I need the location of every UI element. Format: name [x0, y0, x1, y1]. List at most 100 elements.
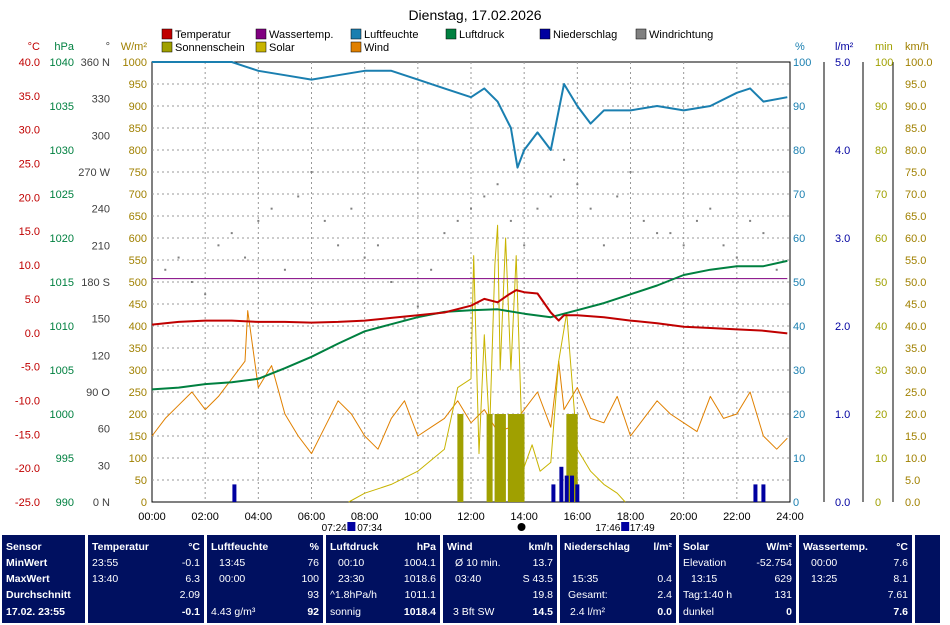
y-tick-label: 800 [129, 145, 147, 157]
y-tick-label: 25.0 [19, 159, 40, 171]
wind-direction-point [190, 281, 193, 283]
wind-direction-point [283, 268, 286, 271]
y-tick-label: 700 [129, 189, 147, 201]
y-tick-label: 250 [129, 387, 147, 399]
precipitation-bar [559, 466, 564, 502]
y-tick-label: 500 [129, 277, 147, 289]
precipitation-header: Niederschlag [564, 541, 630, 553]
wind-direction-point [775, 268, 778, 271]
y-tick-label: 20 [793, 409, 805, 421]
water-temp-panel: Wassertemp. °C 00:00 7.6 13:25 8.1 7.61 7.6 [799, 535, 912, 623]
legend-swatch [255, 41, 267, 53]
legend-swatch [539, 28, 551, 40]
wind-direction-point [416, 305, 419, 308]
y-axis-unit: W/m² [121, 41, 148, 53]
y-tick-label: 50 [875, 277, 887, 289]
wind-direction-point [656, 232, 659, 235]
water-temp-header: Wassertemp. [803, 541, 868, 553]
water-temp-min: 7.6 [893, 557, 908, 569]
pressure-max-time: 23:30 [338, 573, 365, 585]
x-tick-label: 16:00 [564, 511, 592, 523]
humidity-current: 92 [307, 606, 319, 618]
y-tick-label: 600 [129, 233, 147, 245]
legend-swatch [161, 28, 173, 40]
wind-direction-point [337, 244, 340, 247]
y-tick-label: 0 N [93, 497, 110, 509]
y-tick-label: 75.0 [905, 167, 926, 179]
wind-direction-point [257, 219, 260, 222]
wind-max-time: 03:40 [455, 573, 482, 585]
wind-direction-point [523, 244, 526, 247]
solar-panel: Solar W/m² Elevation -52.754 13:15 629 Tag:… [679, 535, 796, 623]
y-tick-label: 60 [793, 233, 805, 245]
wind-direction-point [749, 219, 752, 222]
sunshine-bar [571, 414, 578, 502]
y-tick-label: 30 [793, 365, 805, 377]
solar-avg: 131 [774, 589, 792, 601]
pressure-trend: ^1.8hPa/h [330, 589, 377, 601]
precipitation-unit: l/m² [653, 541, 672, 553]
solar-max-time: 13:15 [691, 573, 718, 585]
wind-direction-point [430, 268, 433, 271]
legend-label: Wassertemp. [269, 29, 333, 41]
luftdruck-line [151, 259, 788, 391]
wind-direction-point [310, 171, 313, 173]
precipitation-current: 0.0 [657, 606, 672, 618]
humidity-max-time: 00:00 [219, 573, 246, 585]
y-tick-label: -25.0 [15, 497, 40, 509]
y-tick-label: 0 [793, 497, 799, 509]
y-tick-label: 90 [793, 101, 805, 113]
y-tick-label: 10.0 [19, 260, 40, 272]
wind-direction-point [443, 232, 446, 235]
legend-swatch [255, 28, 267, 40]
y-tick-label: 10 [793, 453, 805, 465]
moon-icon [517, 523, 526, 531]
y-tick-label: 1040 [50, 57, 74, 69]
y-tick-label: 20.0 [905, 409, 926, 421]
y-tick-label: 90 O [86, 387, 110, 399]
y-tick-label: 10.0 [905, 453, 926, 465]
y-axis-unit: l/m² [835, 41, 854, 53]
wind-direction-point [496, 183, 499, 186]
sunrise-label: 07:34 [357, 523, 382, 533]
y-tick-label: -5.0 [21, 362, 40, 374]
wind-direction-point [244, 256, 247, 259]
x-tick-label: 18:00 [617, 511, 645, 523]
sunshine-bar [513, 414, 520, 502]
y-tick-label: 40.0 [19, 57, 40, 69]
y-tick-label: 1030 [50, 145, 74, 157]
y-tick-label: 1000 [123, 57, 147, 69]
y-tick-label: 20 [875, 409, 887, 421]
legend: Temperatur Wassertemp. Luftfeuchte Luftdruc… [161, 28, 713, 54]
y-tick-label: 40 [875, 321, 887, 333]
wind-beaufort: 3 Bft SW [453, 606, 495, 618]
wind-direction-point [722, 244, 725, 247]
humidity-min: 76 [307, 557, 319, 569]
precipitation-bar [232, 484, 237, 502]
wind-avg: 19.8 [532, 589, 553, 601]
sensor-panel: Sensor MinWert MaxWert Durchschnitt 17.0… [2, 535, 85, 623]
x-tick-label: 22:00 [723, 511, 751, 523]
y-tick-label: 90 [875, 101, 887, 113]
sunrise-icon [347, 522, 356, 531]
temperature-max-time: 13:40 [92, 573, 119, 585]
wind-direction-point [270, 207, 273, 210]
y-tick-label: 400 [129, 321, 147, 333]
y-tick-label: 850 [129, 123, 147, 135]
wind-direction-point [164, 268, 167, 271]
water-temp-max: 8.1 [893, 573, 908, 585]
y-tick-label: 55.0 [905, 255, 926, 267]
y-tick-label: 330 [92, 94, 110, 106]
y-tick-label: 45.0 [905, 299, 926, 311]
legend-swatch [635, 28, 647, 40]
y-tick-label: 5.0 [25, 294, 40, 306]
humidity-max: 100 [301, 573, 319, 585]
y-tick-label: 50 [793, 277, 805, 289]
temperature-current: -0.1 [181, 606, 200, 618]
temperature-max: 6.3 [185, 573, 200, 585]
wind-direction-point [576, 183, 579, 186]
row-label-max: MaxWert [6, 573, 50, 585]
y-tick-label: 60 [875, 233, 887, 245]
sunset-label: 17:49 [630, 523, 655, 533]
row-label-avg: Durchschnitt [6, 589, 71, 601]
